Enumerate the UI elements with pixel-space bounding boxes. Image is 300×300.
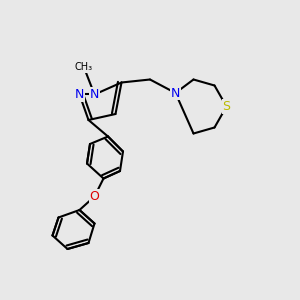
Text: CH₃: CH₃: [75, 62, 93, 73]
Text: N: N: [75, 88, 84, 101]
Text: S: S: [223, 100, 230, 113]
Text: O: O: [90, 190, 99, 203]
Text: N: N: [90, 88, 99, 101]
Text: N: N: [171, 86, 180, 100]
